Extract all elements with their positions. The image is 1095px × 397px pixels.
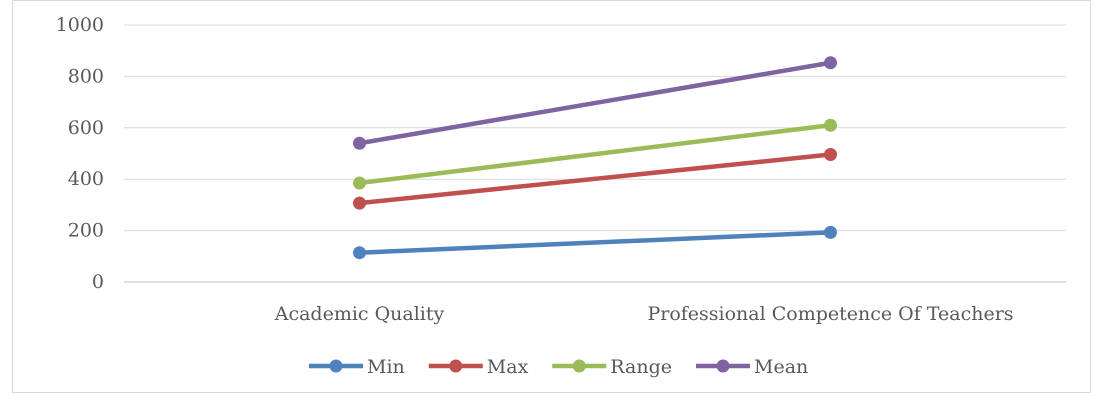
chart-area bbox=[12, 0, 1091, 393]
data-point bbox=[353, 136, 366, 150]
legend-item-min: Min bbox=[309, 356, 405, 378]
y-axis-tick-labels: 0 200 400 600 800 1000 bbox=[56, 14, 104, 293]
legend-label: Max bbox=[487, 356, 529, 378]
y-tick-label: 200 bbox=[68, 220, 104, 242]
series-range bbox=[353, 118, 837, 190]
series-line bbox=[357, 60, 833, 146]
legend-label: Range bbox=[610, 356, 672, 378]
y-tick-label: 800 bbox=[68, 65, 104, 87]
legend-marker bbox=[716, 359, 730, 373]
data-point bbox=[824, 118, 837, 132]
legend: Min Max Range Mean bbox=[309, 356, 808, 378]
series-mean bbox=[353, 56, 837, 150]
data-point bbox=[824, 56, 837, 70]
legend-label: Mean bbox=[754, 356, 808, 378]
y-tick-label: 1000 bbox=[56, 14, 104, 36]
legend-item-range: Range bbox=[552, 356, 672, 378]
series-line bbox=[357, 122, 833, 186]
legend-marker bbox=[329, 359, 343, 373]
y-tick-label: 600 bbox=[68, 117, 104, 139]
data-point bbox=[824, 225, 837, 239]
series-line bbox=[357, 230, 833, 255]
series-line bbox=[357, 152, 833, 206]
x-category-label: Academic Quality bbox=[274, 303, 445, 325]
series-lines bbox=[353, 56, 837, 260]
data-point bbox=[824, 148, 837, 162]
x-category-label: Professional Competence Of Teachers bbox=[647, 303, 1013, 325]
x-axis-category-labels: Academic Quality Professional Competence … bbox=[274, 303, 1014, 325]
data-point bbox=[353, 246, 366, 260]
data-point bbox=[353, 196, 366, 210]
legend-label: Min bbox=[367, 356, 405, 378]
legend-marker bbox=[572, 359, 586, 373]
y-tick-label: 0 bbox=[92, 271, 104, 293]
legend-item-mean: Mean bbox=[696, 356, 808, 378]
data-point bbox=[353, 176, 366, 190]
legend-item-max: Max bbox=[428, 356, 529, 378]
series-max bbox=[353, 148, 837, 210]
series-min bbox=[353, 225, 837, 260]
legend-marker bbox=[449, 359, 463, 373]
y-tick-label: 400 bbox=[68, 168, 104, 190]
gridlines bbox=[124, 24, 1066, 283]
